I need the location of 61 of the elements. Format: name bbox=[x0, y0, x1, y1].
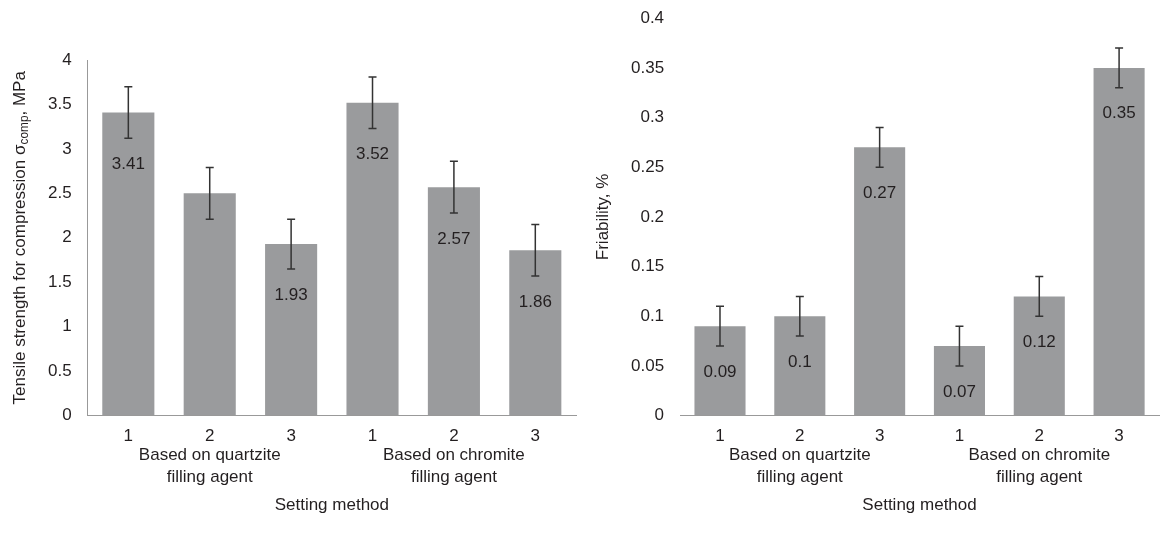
data-label: 2.57 bbox=[437, 228, 471, 248]
x-tick-label: 1 bbox=[123, 426, 134, 446]
data-label: 1.86 bbox=[518, 291, 552, 311]
y-tick-label: 0.15 bbox=[630, 256, 665, 276]
text: Based on quartzite filling agent bbox=[728, 445, 871, 487]
y-tick-label: 0 bbox=[62, 405, 72, 425]
bar bbox=[102, 112, 155, 416]
y-tick-label: 3.5 bbox=[47, 94, 72, 114]
data-label: 1.93 bbox=[274, 284, 308, 304]
bar bbox=[1093, 67, 1145, 416]
bar bbox=[346, 102, 399, 416]
x-tick-label: 2 bbox=[204, 426, 215, 446]
data-label: 3.41 bbox=[111, 153, 145, 173]
x-tick-label: 1 bbox=[954, 426, 965, 446]
y-tick-label: 2 bbox=[62, 227, 72, 247]
bar bbox=[183, 193, 236, 416]
y-tick-label: 0.4 bbox=[640, 7, 665, 27]
x-tick-label: 3 bbox=[530, 426, 541, 446]
x-tick-label: 2 bbox=[1034, 426, 1045, 446]
text: Based on chromite filling agent bbox=[968, 445, 1111, 487]
y-tick-label: 0.25 bbox=[630, 156, 665, 176]
x-tick-label: 1 bbox=[367, 426, 378, 446]
x-tick-label: 2 bbox=[449, 426, 459, 446]
y-tick-label: 0.5 bbox=[47, 360, 72, 380]
y-tick-label: 0.35 bbox=[630, 57, 665, 77]
y-axis-title: Tensile strength for compression σcomp, MPa bbox=[9, 70, 32, 405]
y-tick-label: 0.3 bbox=[640, 107, 665, 127]
y-axis-title: Friability, % bbox=[592, 173, 612, 261]
bar bbox=[427, 187, 480, 416]
y-tick-label: 3 bbox=[62, 138, 72, 158]
text: Based on quartzite filling agent bbox=[138, 445, 281, 487]
data-label: 0.07 bbox=[942, 381, 976, 401]
x-axis-title: Setting method bbox=[862, 495, 977, 515]
data-label: 0.35 bbox=[1102, 103, 1136, 123]
bar bbox=[774, 316, 826, 416]
x-tick-label: 1 bbox=[715, 426, 725, 446]
y-tick-label: 1.5 bbox=[47, 271, 72, 291]
data-label: 0.09 bbox=[703, 361, 737, 381]
y-tick-label: 0.2 bbox=[640, 206, 665, 226]
y-tick-label: 4 bbox=[62, 49, 72, 69]
y-tick-label: 0.05 bbox=[630, 355, 665, 375]
bar bbox=[1013, 296, 1065, 416]
data-label: 0.27 bbox=[863, 182, 897, 202]
data-label: 3.52 bbox=[355, 144, 390, 164]
text: Based on chromite filling agent bbox=[383, 445, 525, 487]
bar bbox=[933, 346, 985, 416]
data-label: 0.1 bbox=[787, 351, 812, 371]
x-tick-label: 3 bbox=[874, 426, 885, 446]
y-tick-label: 0.1 bbox=[640, 305, 665, 325]
x-tick-label: 2 bbox=[795, 426, 805, 446]
bar bbox=[854, 147, 906, 416]
x-tick-label: 3 bbox=[286, 426, 296, 446]
bar bbox=[265, 244, 318, 416]
bar bbox=[509, 250, 562, 416]
x-tick-label: 3 bbox=[1114, 426, 1124, 446]
y-tick-label: 0 bbox=[654, 405, 665, 425]
y-tick-label: 2.5 bbox=[47, 183, 72, 203]
x-axis-title: Setting method bbox=[274, 495, 389, 515]
y-tick-label: 1 bbox=[62, 316, 72, 336]
data-label: 0.12 bbox=[1022, 331, 1056, 351]
bar bbox=[694, 326, 746, 416]
